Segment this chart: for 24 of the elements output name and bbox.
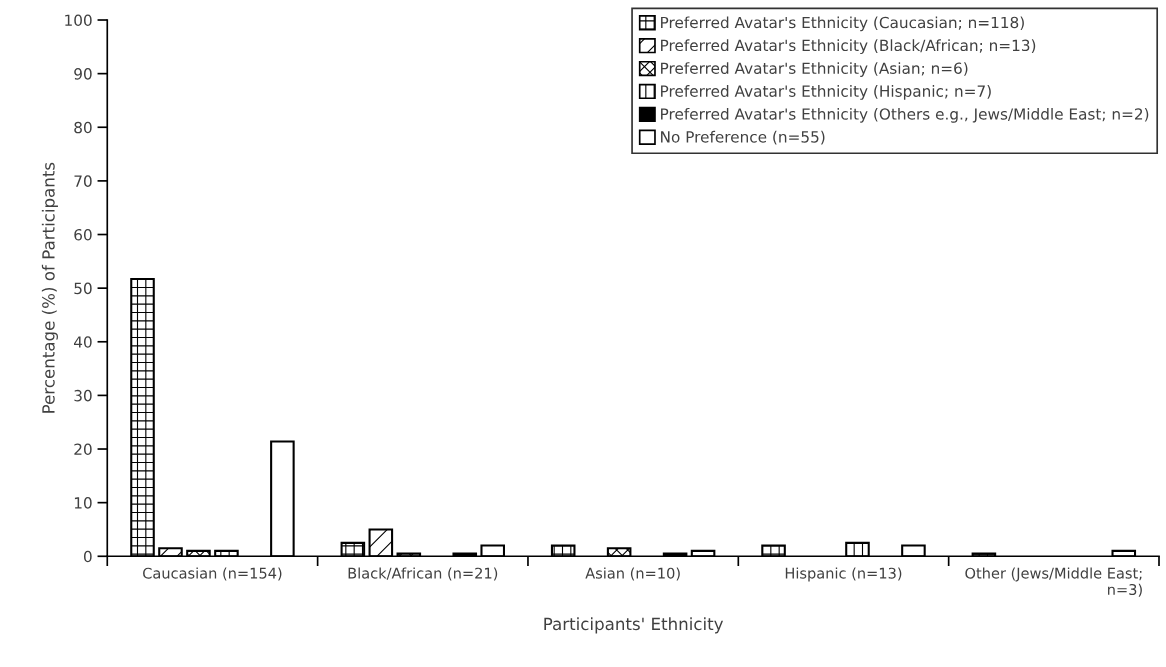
- legend-label: Preferred Avatar's Ethnicity (Hispanic; n=7): [661, 85, 991, 100]
- y-tick-label: 60: [74, 228, 92, 241]
- y-tick-label: 50: [74, 282, 92, 295]
- y-axis-title: Percentage (%) of Participants: [41, 162, 58, 413]
- y-tick-label: 40: [73, 336, 92, 348]
- y-tick-label: 0: [83, 550, 92, 563]
- legend-label: Preferred Avatar's Ethnicity (Asian; n=6): [661, 62, 968, 77]
- x-tick-label: Asian (n=10): [585, 567, 680, 581]
- legend-label: No Preference (n=55): [661, 130, 825, 145]
- y-tick-label: 80: [74, 121, 92, 134]
- y-tick-label: 70: [74, 175, 92, 187]
- x-axis-title: Participants' Ethnicity: [544, 617, 724, 634]
- y-tick-label: 30: [74, 389, 92, 402]
- x-tick-label: Hispanic (n=13): [785, 567, 902, 582]
- legend-label: Preferred Avatar's Ethnicity (Caucasian; n=118): [661, 16, 1024, 32]
- y-tick-label: 100: [65, 14, 92, 27]
- legend-label: Preferred Avatar's Ethnicity (Black/African; n=13): [661, 39, 1036, 55]
- y-tick-label: 90: [74, 68, 92, 80]
- legend-label: Preferred Avatar's Ethnicity (Others e.g., Jews/Middle East; n=2): [661, 107, 1149, 123]
- y-tick-label: 20: [74, 443, 92, 456]
- y-tick-label: 10: [74, 497, 92, 509]
- x-tick-label: Caucasian (n=154): [143, 567, 282, 581]
- x-tick-label: Other (Jews/Middle East; n=3): [965, 567, 1142, 597]
- x-tick-label: Black/African (n=21): [348, 567, 498, 581]
